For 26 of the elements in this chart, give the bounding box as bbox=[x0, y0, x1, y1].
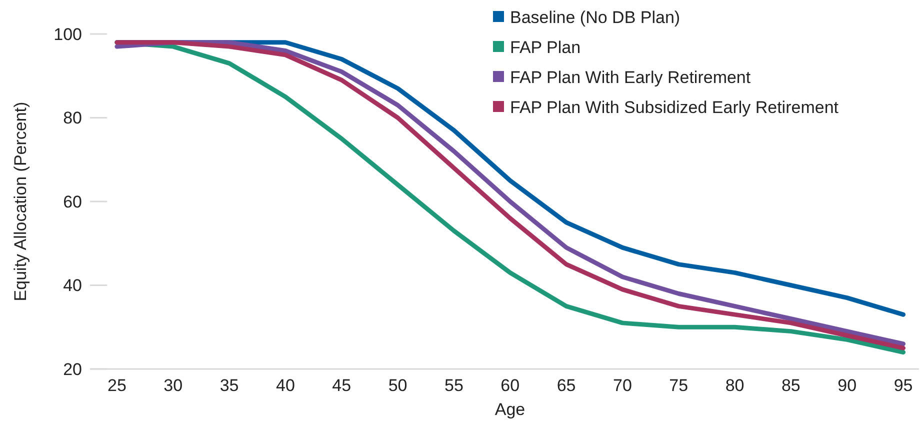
x-tick-label: 55 bbox=[444, 376, 464, 395]
x-tick-label: 45 bbox=[332, 376, 352, 395]
y-tick-label: 20 bbox=[63, 360, 82, 379]
x-tick-label: 85 bbox=[781, 376, 800, 395]
y-tick-label: 80 bbox=[63, 108, 82, 128]
legend-label: FAP Plan bbox=[510, 38, 581, 57]
y-tick-label: 100 bbox=[54, 24, 82, 44]
y-tick-label: 60 bbox=[63, 192, 82, 212]
x-tick-label: 65 bbox=[556, 376, 576, 395]
x-tick-label: 40 bbox=[276, 376, 295, 395]
y-tick-label: 40 bbox=[63, 276, 82, 296]
y-axis-title: Equity Allocation (Percent) bbox=[11, 102, 30, 302]
x-tick-label: 25 bbox=[108, 376, 126, 395]
x-axis-title: Age bbox=[494, 400, 526, 419]
x-tick-label: 35 bbox=[220, 376, 239, 395]
x-tick-label: 30 bbox=[164, 376, 183, 395]
x-tick-label: 80 bbox=[725, 376, 744, 395]
legend-label: FAP Plan With Early Retirement bbox=[510, 68, 751, 87]
x-tick-label: 50 bbox=[388, 376, 408, 395]
x-tick-label: 60 bbox=[500, 376, 520, 395]
x-tick-label: 90 bbox=[838, 376, 857, 395]
x-tick-label: 95 bbox=[894, 376, 913, 395]
legend-label: Baseline (No DB Plan) bbox=[510, 8, 680, 27]
x-tick-label: 70 bbox=[612, 376, 632, 395]
legend-label: FAP Plan With Subsidized Early Retirement bbox=[510, 98, 839, 117]
x-tick-label: 75 bbox=[669, 376, 688, 395]
